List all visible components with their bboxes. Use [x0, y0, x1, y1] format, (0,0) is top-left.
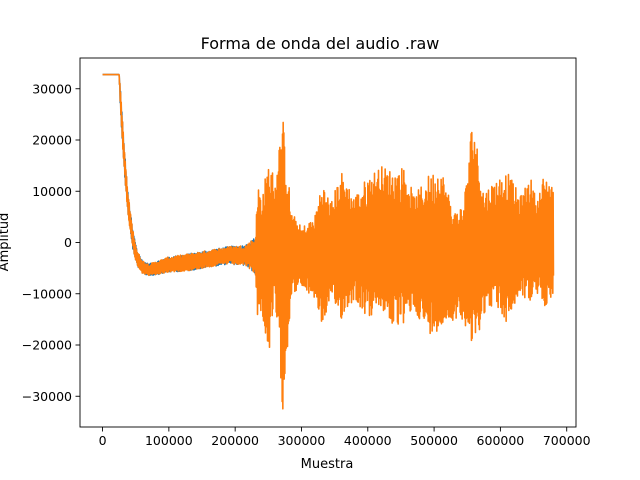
y-tick-label: 0	[64, 235, 72, 250]
series-group	[102, 73, 555, 410]
y-tick-label: −10000	[22, 286, 72, 301]
series-line-2	[102, 73, 555, 410]
x-axis-title: Muestra	[301, 457, 354, 472]
chart-title: Forma de onda del audio .raw	[201, 34, 440, 53]
y-tick-label: 30000	[32, 81, 72, 96]
y-tick-label: 20000	[32, 133, 72, 148]
x-tick-label: 200000	[211, 433, 259, 448]
x-tick-label: 300000	[278, 433, 326, 448]
y-tick-label: −30000	[22, 389, 72, 404]
y-axis-title: Amplitud	[0, 213, 12, 272]
x-tick-label: 400000	[344, 433, 392, 448]
x-tick-label: 100000	[145, 433, 193, 448]
y-axis: −30000 −20000 −10000 0 10000 20000 30000	[22, 81, 80, 404]
y-tick-label: −20000	[22, 338, 72, 353]
x-tick-label: 700000	[543, 433, 591, 448]
x-tick-label: 0	[99, 433, 107, 448]
y-tick-label: 10000	[32, 184, 72, 199]
x-axis: 0 100000 200000 300000 400000 500000 600000 700…	[99, 427, 591, 448]
x-tick-label: 500000	[410, 433, 458, 448]
x-tick-label: 600000	[477, 433, 525, 448]
